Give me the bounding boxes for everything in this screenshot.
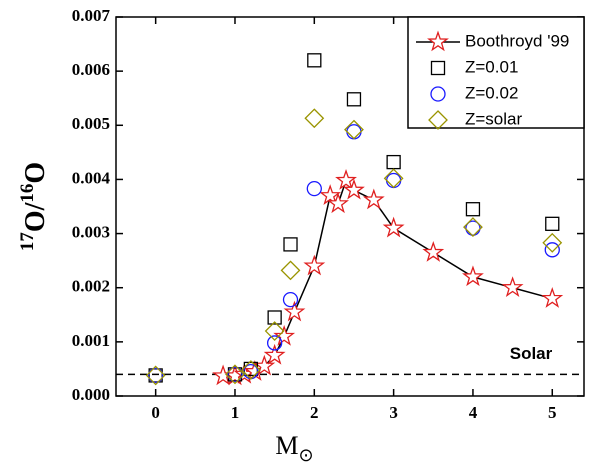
marker [225,364,245,385]
marker [266,335,283,351]
marker [362,188,385,210]
y-tick-label: 0.000 [72,385,110,404]
marker [306,180,322,197]
marker [327,192,350,214]
y-axis-label-part: 17 [17,232,38,252]
marker [462,265,484,287]
x-tick-label: 2 [310,403,319,422]
x-axis-label: M⊙ [275,431,313,465]
y-axis-label: 17O/16O [17,162,51,251]
y-tick-label: 0.001 [72,331,110,350]
marker [463,217,483,237]
marker [383,168,404,189]
x-tick-label: 4 [469,403,478,422]
plot-frame [115,16,585,397]
marker [422,241,445,262]
marker [346,124,362,140]
marker [382,216,405,238]
marker [335,169,357,190]
marker [282,291,299,308]
marker [267,310,282,325]
marker [319,184,342,205]
marker [283,237,298,252]
series-line [223,178,553,377]
marker [430,86,446,102]
x-axis-label-part: ⊙ [298,445,313,465]
marker [346,92,362,107]
marker [544,242,560,258]
marker [283,300,306,322]
legend-label: Z=0.02 [465,83,518,102]
marker [280,260,301,281]
y-tick-label: 0.003 [72,222,110,241]
marker [428,110,448,130]
x-tick-label: 3 [389,403,398,422]
marker [465,202,481,217]
marker [430,60,446,76]
marker [304,108,325,129]
marker [303,254,326,276]
marker [501,276,524,298]
y-tick-label: 0.002 [72,277,110,296]
marker [148,367,164,384]
marker [240,360,261,380]
legend-label: Boothroyd '99 [465,31,569,50]
y-tick-label: 0.007 [72,6,111,25]
x-tick-label: 1 [231,403,240,422]
marker [227,366,243,382]
y-axis-label-part: 16 [17,184,38,203]
legend-label: Z=solar [465,109,522,128]
marker [343,178,365,200]
marker [545,216,560,231]
marker [344,119,364,140]
marker [542,232,563,253]
y-tick-label: 0.006 [72,60,110,79]
marker [307,53,322,68]
y-tick-label: 0.004 [72,168,111,187]
marker [264,321,285,341]
y-axis-label-part: O/ [20,201,51,232]
marker [541,287,564,308]
x-tick-label: 5 [548,403,557,422]
x-axis-label-part: M [275,431,298,460]
marker [427,30,449,52]
y-axis-label-part: O [20,162,51,184]
marker [386,154,401,170]
marker [385,172,402,189]
marker [145,365,166,386]
y-tick-label: 0.005 [72,114,110,133]
reference-label: Solar [510,344,553,363]
marker [263,343,286,365]
legend-label: Z=0.01 [465,57,518,76]
x-tick-label: 0 [151,403,160,422]
marker [273,324,296,346]
